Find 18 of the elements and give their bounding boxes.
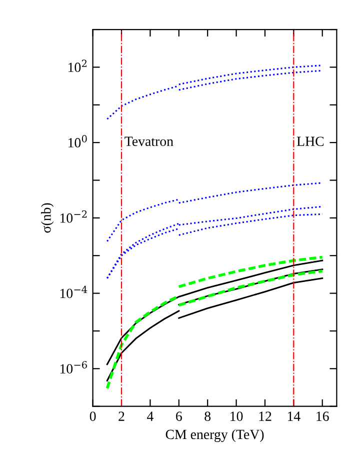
y-tick-label: 10$^{2}$: [68, 60, 87, 72]
x-tick-label: 16: [316, 412, 329, 421]
ref-line-label: LHC: [296, 136, 324, 146]
x-tick-label: 10: [230, 412, 243, 421]
x-tick-label: 4: [147, 412, 154, 421]
x-tick-label: 6: [176, 412, 182, 421]
ref-line-label: Tevatron: [124, 136, 174, 146]
x-axis-title: CM energy (TeV): [166, 429, 264, 442]
x-tick-label: 14: [288, 412, 300, 421]
x-tick-label: 12: [259, 412, 272, 421]
x-tick-label: 2: [118, 412, 124, 421]
y-tick-label: 10$^{−4}$: [60, 286, 88, 298]
y-tick-label: 10$^{−6}$: [60, 361, 87, 374]
y-axis-title: σ(nb): [41, 203, 54, 233]
x-tick-label: 8: [204, 412, 211, 421]
y-tick-label: 10$^{0}$: [68, 135, 87, 148]
y-tick-label: 10$^{−2}$: [60, 210, 87, 223]
x-tick-label: 0: [90, 412, 96, 421]
